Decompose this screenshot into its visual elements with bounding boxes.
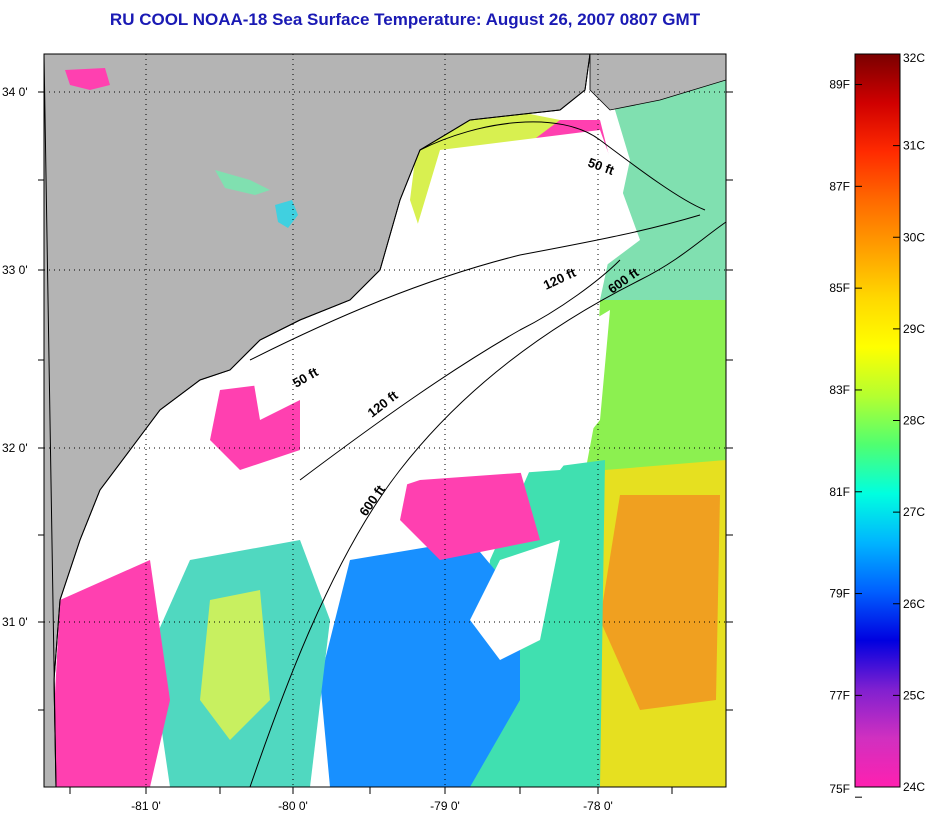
colorbar-fahrenheit-label: 77F xyxy=(829,688,850,702)
frame-ticks xyxy=(38,91,733,794)
sst-warm-core xyxy=(600,495,720,710)
colorbar-fahrenheit-label: 75F xyxy=(829,782,850,796)
colorbar-celsius-label: 28C xyxy=(903,414,925,428)
sst-band-blue xyxy=(320,540,520,787)
graticule xyxy=(44,54,726,787)
map-title: RU COOL NOAA-18 Sea Surface Temperature:… xyxy=(109,10,701,29)
lat-tick-label: 34 0' xyxy=(2,85,28,99)
map-panel[interactable]: 50 ft 120 ft 600 ft 50 ft 120 ft 600 ft xyxy=(38,53,733,794)
colorbar-celsius-labels: 32C 31C 30C 29C 28C 27C 26C 25C 24C xyxy=(903,51,925,794)
lake-marion xyxy=(215,170,270,195)
colorbar-celsius-label: 31C xyxy=(903,139,925,153)
colorbar-fahrenheit-label: 79F xyxy=(829,587,850,601)
colorbar-celsius-label: 32C xyxy=(903,51,925,65)
colorbar-ticks xyxy=(855,53,900,798)
colorbar-fahrenheit-label: 81F xyxy=(829,485,850,499)
coastline xyxy=(43,53,591,788)
lake-moultrie xyxy=(275,200,298,228)
contour-600ft xyxy=(249,221,727,788)
map-frame xyxy=(43,53,727,788)
lat-tick-label: 32 0' xyxy=(2,441,28,455)
colorbar-celsius-label: 25C xyxy=(903,688,925,702)
colorbar-fahrenheit-label: 89F xyxy=(829,78,850,92)
lon-tick-label: -79 0' xyxy=(430,799,460,813)
lon-tick-label: -78 0' xyxy=(583,799,613,813)
lat-tick-label: 31 0' xyxy=(2,615,28,629)
colorbar-celsius-label: 30C xyxy=(903,230,925,244)
cloud-mask-central xyxy=(300,310,610,500)
colorbar-celsius-label: 29C xyxy=(903,322,925,336)
colorbar-celsius-label: 26C xyxy=(903,597,925,611)
colorbar-fahrenheit-label: 83F xyxy=(829,383,850,397)
colorbar: 32C 31C 30C 29C 28C 27C 26C 25C 24C 89F 87F 85F 83F… xyxy=(829,51,925,798)
cloud-mask-offshore xyxy=(470,540,560,660)
sst-band-magenta-sw xyxy=(50,560,170,787)
lon-tick-label: -81 0' xyxy=(131,799,161,813)
colorbar-fahrenheit-label: 87F xyxy=(829,179,850,193)
lat-tick-label: 33 0' xyxy=(2,263,28,277)
sst-patch-yellowgreen xyxy=(200,590,270,740)
colorbar-fahrenheit-label: 85F xyxy=(829,281,850,295)
lat-tick-labels: 34 0' 33 0' 32 0' 31 0' xyxy=(2,85,28,629)
contour-50ft-north xyxy=(419,121,706,211)
sst-layer xyxy=(50,56,726,787)
colorbar-celsius-label: 27C xyxy=(903,505,925,519)
contour-120ft xyxy=(299,259,621,481)
lon-tick-label: -80 0' xyxy=(278,799,308,813)
inland-lake xyxy=(65,68,110,90)
contour-50ft-shelf xyxy=(249,214,701,361)
colorbar-celsius-label: 24C xyxy=(903,780,925,794)
colorbar-scale xyxy=(854,53,901,788)
cloud-mask-coastal xyxy=(90,440,210,560)
lon-tick-labels: -81 0' -80 0' -79 0' -78 0' xyxy=(131,799,613,813)
sst-patch-magenta-mid xyxy=(400,470,540,560)
colorbar-fahrenheit-labels: 89F 87F 85F 83F 81F 79F 77F 75F xyxy=(829,78,850,796)
